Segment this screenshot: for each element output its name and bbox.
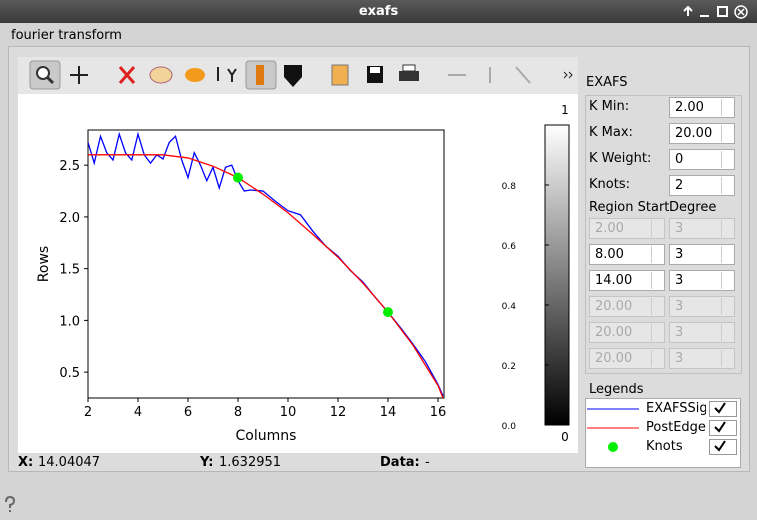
knot bbox=[383, 307, 393, 318]
status-y-label: Y: bbox=[200, 455, 214, 470]
region-start[interactable]: 8.00 bbox=[589, 244, 665, 265]
toolbar-icons[interactable] bbox=[18, 57, 578, 94]
x-tick-label: 2 bbox=[84, 405, 92, 420]
region-degree[interactable]: 3 bbox=[669, 270, 735, 291]
knot bbox=[233, 172, 243, 183]
colorbar-max: 1 bbox=[561, 103, 569, 117]
title-bar: exafs bbox=[0, 0, 757, 23]
legend-swatch bbox=[587, 408, 639, 410]
legends-title: Legends bbox=[589, 382, 644, 397]
window-buttons[interactable] bbox=[680, 4, 750, 20]
degree-header: Degree bbox=[669, 200, 717, 215]
colorbar-tick-label: 0.8 bbox=[502, 182, 517, 192]
status-x-value: 14.04047 bbox=[38, 455, 101, 470]
x-tick-label: 10 bbox=[280, 405, 297, 420]
window-title: exafs bbox=[358, 4, 399, 19]
y-tick-label: 2.5 bbox=[59, 159, 80, 174]
legend-checkbox[interactable] bbox=[709, 439, 737, 455]
series-line bbox=[88, 131, 444, 397]
x-axis-label: Columns bbox=[236, 428, 297, 444]
spin-box[interactable]: 2.00 bbox=[669, 97, 735, 118]
region-degree[interactable]: 3 bbox=[669, 244, 735, 265]
status-data-value: - bbox=[425, 455, 430, 470]
toolbar bbox=[18, 57, 578, 94]
x-tick-label: 14 bbox=[380, 405, 397, 420]
colorbar-min: 0 bbox=[561, 430, 569, 444]
y-axis-label: Rows bbox=[36, 246, 52, 282]
legend-swatch bbox=[587, 427, 639, 429]
legend-checkbox[interactable] bbox=[709, 420, 737, 436]
series-line bbox=[88, 154, 444, 398]
panel-title: EXAFS bbox=[586, 75, 628, 90]
region-header: Region Start bbox=[589, 200, 670, 215]
y-tick-label: 1.0 bbox=[59, 314, 80, 329]
x-tick-label: 8 bbox=[234, 405, 242, 420]
legend-name: Knots bbox=[646, 439, 683, 454]
region-start[interactable]: 14.00 bbox=[589, 270, 665, 291]
legend-marker bbox=[608, 442, 618, 452]
legend-name: EXAFSSig bbox=[646, 401, 706, 416]
region-degree: 3 bbox=[669, 348, 735, 369]
y-tick-label: 0.5 bbox=[59, 366, 80, 381]
spin-box[interactable]: 0 bbox=[669, 149, 735, 170]
x-tick-label: 6 bbox=[184, 405, 192, 420]
field-label: K Weight: bbox=[589, 151, 652, 166]
colorbar-tick-label: 0.6 bbox=[502, 242, 517, 252]
spin-box[interactable]: 20.00 bbox=[669, 123, 735, 144]
legend-swatch bbox=[608, 442, 618, 452]
legend-name: PostEdge bbox=[646, 420, 706, 435]
tab-label[interactable]: fourier transform bbox=[11, 28, 122, 43]
plot-area bbox=[87, 129, 445, 399]
x-tick-label: 12 bbox=[330, 405, 347, 420]
x-tick-label: 4 bbox=[134, 405, 142, 420]
colorbar-tick-label: 0.4 bbox=[502, 302, 517, 312]
help-icon[interactable] bbox=[3, 496, 17, 514]
panel-frame bbox=[585, 95, 742, 374]
region-start: 20.00 bbox=[589, 348, 665, 369]
region-degree: 3 bbox=[669, 322, 735, 343]
region-degree: 3 bbox=[669, 218, 735, 239]
y-tick-label: 1.5 bbox=[59, 263, 80, 278]
y-tick-label: 2.0 bbox=[59, 211, 80, 226]
region-degree: 3 bbox=[669, 296, 735, 317]
plot: Columns Rows 2 4 6 8 10 12 14 160.51.01.52.02.5… bbox=[18, 94, 578, 453]
legend-checkbox[interactable] bbox=[709, 401, 737, 417]
region-start: 20.00 bbox=[589, 322, 665, 343]
region-start: 2.00 bbox=[589, 218, 665, 239]
field-label: K Max: bbox=[589, 125, 633, 140]
field-label: K Min: bbox=[589, 99, 630, 114]
x-tick-label: 16 bbox=[430, 405, 447, 420]
status-y-value: 1.632951 bbox=[219, 455, 282, 470]
colorbar bbox=[544, 124, 570, 426]
status-data-label: Data: bbox=[380, 455, 420, 470]
colorbar-tick-label: 0.2 bbox=[502, 362, 516, 372]
status-x-label: X: bbox=[18, 455, 34, 470]
field-label: Knots: bbox=[589, 177, 630, 192]
colorbar-tick-label: 0.0 bbox=[502, 422, 517, 432]
spin-box[interactable]: 2 bbox=[669, 175, 735, 196]
region-start: 20.00 bbox=[589, 296, 665, 317]
